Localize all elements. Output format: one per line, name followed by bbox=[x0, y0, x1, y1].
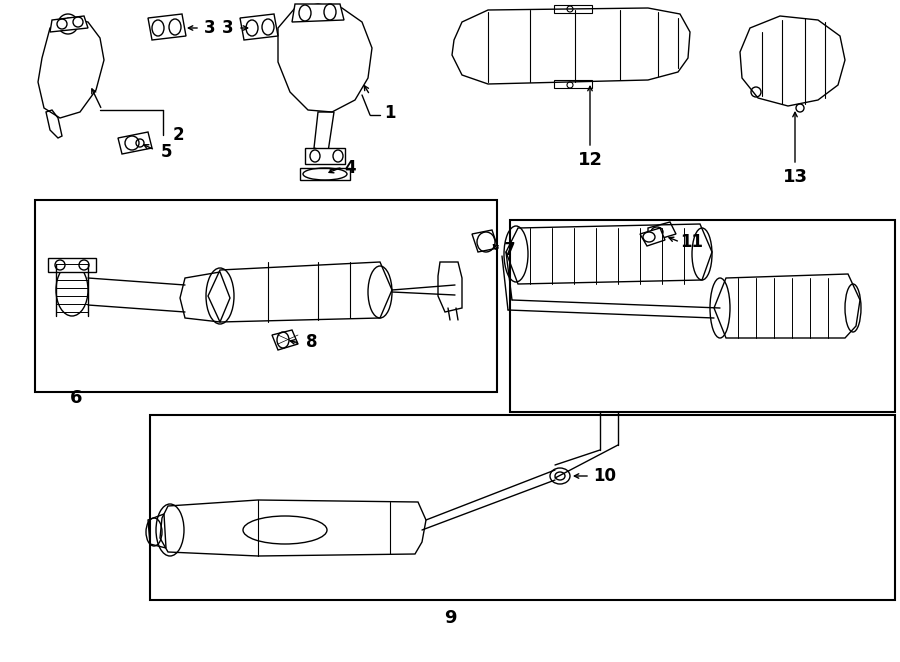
Bar bbox=[150, 415, 895, 600]
Polygon shape bbox=[305, 148, 345, 164]
Polygon shape bbox=[240, 14, 278, 40]
Text: 7: 7 bbox=[504, 241, 516, 259]
Polygon shape bbox=[640, 228, 665, 246]
Polygon shape bbox=[118, 132, 152, 154]
Polygon shape bbox=[48, 258, 96, 272]
Text: 3: 3 bbox=[204, 19, 216, 37]
Text: 3: 3 bbox=[222, 19, 234, 37]
Polygon shape bbox=[272, 330, 298, 350]
Text: 10: 10 bbox=[593, 467, 616, 485]
Text: 12: 12 bbox=[578, 151, 602, 169]
Text: 13: 13 bbox=[782, 168, 807, 186]
Bar bbox=[554, 5, 592, 13]
Text: 1: 1 bbox=[384, 104, 396, 122]
Polygon shape bbox=[300, 168, 350, 180]
Text: 6: 6 bbox=[70, 389, 82, 407]
Bar bbox=[554, 80, 592, 88]
Text: 9: 9 bbox=[444, 609, 456, 627]
Polygon shape bbox=[148, 14, 186, 40]
Text: 2: 2 bbox=[172, 126, 184, 144]
Polygon shape bbox=[50, 16, 88, 32]
Polygon shape bbox=[292, 4, 344, 22]
Text: 11: 11 bbox=[680, 233, 704, 251]
Polygon shape bbox=[472, 230, 498, 252]
Text: 4: 4 bbox=[344, 159, 356, 177]
Bar bbox=[510, 220, 895, 412]
Bar bbox=[35, 200, 497, 392]
Text: 8: 8 bbox=[306, 333, 318, 351]
Text: 5: 5 bbox=[160, 143, 172, 161]
